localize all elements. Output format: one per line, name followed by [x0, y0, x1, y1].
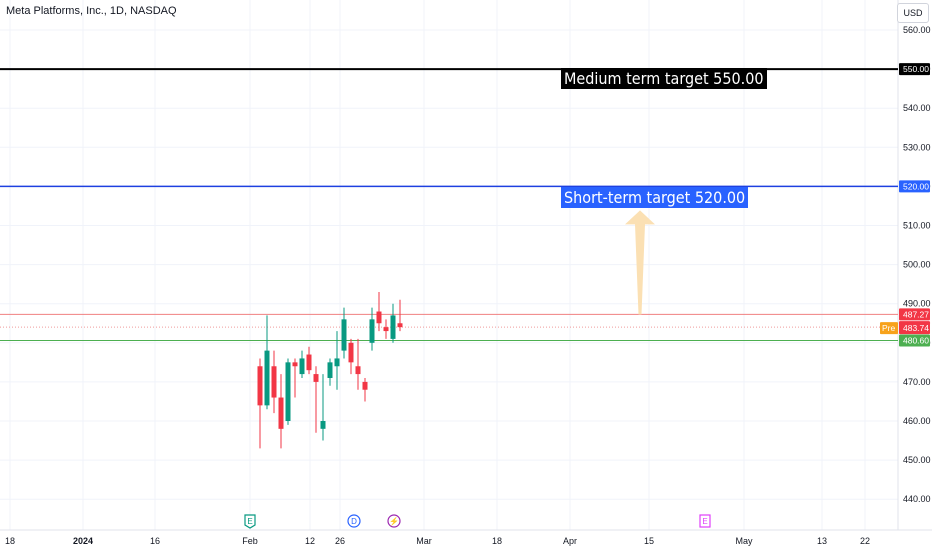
currency-button[interactable]: USD	[897, 3, 929, 23]
event-letter: ⚡	[389, 516, 399, 526]
candle-body[interactable]	[327, 362, 333, 378]
x-tick-label: 2024	[73, 536, 93, 546]
target-arrow	[625, 210, 655, 315]
price-tag-480: 480.60	[903, 335, 929, 345]
y-tick-label: 510.00	[903, 221, 931, 231]
price-tag-520: 520.00	[903, 181, 929, 191]
x-tick-label: 13	[817, 536, 827, 546]
y-tick-label: 540.00	[903, 103, 931, 113]
medium-term-target-label: Medium term target 550.00	[561, 68, 767, 89]
candle-body[interactable]	[369, 319, 375, 343]
event-marker[interactable]	[699, 514, 711, 528]
price-tag-487-bg	[899, 308, 930, 321]
x-tick-label: 16	[150, 536, 160, 546]
x-tick-label: Feb	[242, 536, 258, 546]
price-tag-520-bg	[899, 180, 930, 193]
event-letter: E	[702, 517, 707, 526]
y-tick-label: 490.00	[903, 299, 931, 309]
candle-body[interactable]	[257, 366, 263, 406]
x-tick-label: 26	[335, 536, 345, 546]
candle-body[interactable]	[271, 366, 277, 398]
y-tick-label: 450.00	[903, 455, 931, 465]
event-letter: D	[351, 517, 357, 526]
event-marker[interactable]	[347, 514, 361, 528]
x-tick-label: Apr	[563, 536, 577, 546]
price-tag-premarket-bg	[899, 322, 930, 335]
x-tick-label: 22	[860, 536, 870, 546]
premarket-label: Pre	[882, 323, 896, 333]
event-marker[interactable]	[244, 514, 256, 529]
candle-body[interactable]	[334, 358, 340, 367]
candle-body[interactable]	[278, 397, 284, 429]
y-tick-label: 440.00	[903, 494, 931, 504]
candle-body[interactable]	[313, 374, 319, 382]
candle-body[interactable]	[299, 358, 305, 375]
x-tick-label: May	[735, 536, 753, 546]
event-marker[interactable]	[387, 514, 401, 528]
x-tick-label: 12	[305, 536, 315, 546]
chart-title: Meta Platforms, Inc., 1D, NASDAQ	[6, 5, 177, 17]
y-tick-label: 500.00	[903, 260, 931, 270]
candle-body[interactable]	[397, 323, 403, 328]
candle-body[interactable]	[306, 354, 312, 371]
candle-body[interactable]	[390, 315, 396, 339]
candle-body[interactable]	[285, 362, 291, 421]
candle-body[interactable]	[320, 421, 326, 429]
x-tick-label: 18	[5, 536, 15, 546]
price-tag-550: 550.00	[903, 64, 929, 74]
y-tick-label: 460.00	[903, 416, 931, 426]
y-tick-label: 530.00	[903, 142, 931, 152]
short-term-target-label: Short-term target 520.00	[561, 187, 749, 208]
candle-body[interactable]	[292, 362, 298, 367]
candle-body[interactable]	[362, 381, 368, 390]
price-tag-487: 487.27	[903, 309, 929, 319]
event-letter: E	[247, 517, 252, 526]
price-tag-550-bg	[899, 63, 930, 76]
candle-body[interactable]	[383, 327, 389, 332]
x-tick-label: 15	[644, 536, 654, 546]
premarket-badge	[880, 322, 898, 335]
candle-body[interactable]	[348, 342, 354, 363]
y-tick-label: 560.00	[903, 25, 931, 35]
price-tag-480-bg	[899, 334, 930, 347]
candle-body[interactable]	[264, 350, 270, 406]
price-tag-premarket: 483.74	[903, 323, 929, 333]
candle-body[interactable]	[341, 319, 347, 351]
candle-body[interactable]	[355, 366, 361, 375]
y-tick-label: 470.00	[903, 377, 931, 387]
x-tick-label: 18	[492, 536, 502, 546]
x-tick-label: Mar	[416, 536, 432, 546]
candle-body[interactable]	[376, 311, 382, 324]
